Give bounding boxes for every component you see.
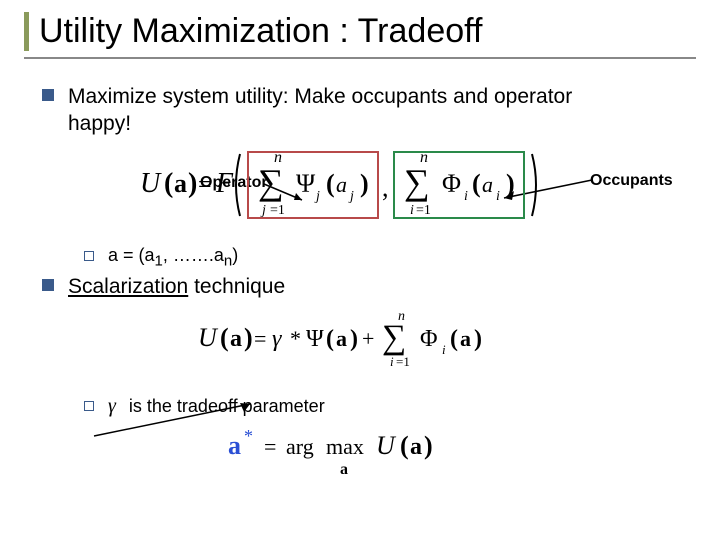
bullet2-b: technique: [188, 275, 285, 298]
eq2-plus: +: [362, 326, 374, 351]
sub1-m: , …….a: [163, 245, 224, 265]
sub1-s1: 1: [155, 252, 163, 269]
eq3-U: U: [376, 431, 397, 460]
bullet-1: Maximize system utility: Make occupants …: [42, 83, 696, 138]
eq2-a2: a: [336, 326, 347, 351]
eq1-phi: Φ: [442, 169, 461, 198]
eq3-arga: a: [410, 434, 422, 460]
eq3-lp: (: [400, 431, 409, 460]
bullet-2: Scalarization technique: [42, 273, 696, 300]
eq1-sigma1: ∑: [258, 162, 284, 202]
eq2-U: U: [198, 323, 219, 352]
eq1-psi-a: a: [336, 172, 347, 197]
eq1-a: a: [174, 169, 187, 198]
sub1-a: a = (a: [108, 245, 155, 265]
eq2-lp3: (: [450, 326, 458, 352]
bullet-marker: [42, 89, 54, 101]
eq3-eq: =: [264, 434, 276, 459]
bullet-1-line2: happy!: [68, 112, 131, 135]
bullet-1-text: Maximize system utility: Make occupants …: [68, 83, 572, 138]
eq1-s2-bote: =1: [416, 203, 431, 218]
eq1-U: U: [140, 168, 162, 199]
eq1-eq: =: [198, 172, 212, 198]
eq2-phi: Φ: [420, 326, 438, 352]
eq1-F: F: [215, 168, 234, 199]
eq1-comma: ,: [382, 173, 389, 202]
eq2-gamma: γ: [272, 326, 282, 352]
eq3-rp: ): [424, 431, 433, 460]
eq2-rp1: ): [244, 323, 253, 352]
sub-1-text: a = (a1, …….an): [108, 245, 238, 270]
eq1-bigparen-l: [236, 154, 240, 216]
title-accent: Utility Maximization : Tradeoff: [24, 12, 696, 51]
equation-1-svg: U ( a ) = F n ∑ j =1 Ψ j ( a j ) , n ∑: [134, 146, 554, 224]
equation-3-svg: a * = arg max a U ( a ): [224, 422, 524, 482]
eq1-phi-sub: i: [464, 189, 468, 204]
eq3-arg: arg: [286, 434, 314, 459]
eq2-rp2: ): [350, 326, 358, 352]
eq1-psi: Ψ: [296, 169, 316, 198]
equation-2: U ( a ) = γ * Ψ ( a ) + n ∑ i =1 Φ i ( a…: [194, 306, 696, 377]
bullet2-a: Scalarization: [68, 275, 188, 298]
sub-bullet-1: a = (a1, …….an): [84, 245, 696, 270]
eq3-max: max: [326, 434, 364, 459]
eq2-star1: *: [290, 326, 301, 351]
eq1-s2-botv: i: [410, 203, 414, 218]
title-container: Utility Maximization : Tradeoff: [24, 12, 696, 59]
bullet-2-text: Scalarization technique: [68, 273, 285, 300]
arrow-gamma: [90, 400, 260, 440]
bullet-1-line1: Maximize system utility: Make occupants …: [68, 85, 572, 108]
eq1-bigparen-r: [532, 154, 536, 216]
eq1-lp2: (: [326, 169, 335, 198]
eq1-lp3: (: [472, 169, 481, 198]
eq2-psi: Ψ: [306, 326, 324, 352]
eq1-psi-as: j: [348, 189, 354, 204]
eq2-a1: a: [230, 326, 242, 352]
sub-marker-1: [84, 251, 94, 261]
equation-1: U ( a ) = F n ∑ j =1 Ψ j ( a j ) , n ∑: [134, 146, 696, 229]
eq2-sigma: ∑: [382, 319, 406, 356]
equation-3: a * = arg max a U ( a ): [224, 422, 696, 487]
eq1-s1-bote: =1: [270, 203, 285, 218]
eq1-sigma2: ∑: [404, 162, 430, 202]
eq1-s1-botv: j: [260, 203, 266, 218]
eq2-eq: =: [254, 326, 266, 351]
sub1-s2: n: [224, 252, 232, 269]
eq2-sbotv: i: [390, 354, 394, 369]
eq1-phi-a: a: [482, 172, 493, 197]
bullet-marker-2: [42, 279, 54, 291]
equation-2-svg: U ( a ) = γ * Ψ ( a ) + n ∑ i =1 Φ i ( a…: [194, 306, 554, 372]
eq1-rp3: ): [506, 169, 515, 198]
eq2-rp3: ): [474, 326, 482, 352]
sub1-e: ): [232, 245, 238, 265]
eq1-rp1: ): [188, 168, 197, 199]
eq3-sub: a: [340, 461, 348, 478]
eq1-lp1: (: [164, 168, 173, 199]
eq2-phis: i: [442, 342, 446, 357]
eq1-phi-as: i: [496, 189, 500, 204]
slide-title: Utility Maximization : Tradeoff: [39, 12, 696, 51]
eq2-lp2: (: [326, 326, 334, 352]
eq2-lp1: (: [220, 323, 229, 352]
eq2-sbote: =1: [396, 354, 410, 369]
eq2-a3: a: [460, 326, 471, 351]
eq1-rp2: ): [360, 169, 369, 198]
